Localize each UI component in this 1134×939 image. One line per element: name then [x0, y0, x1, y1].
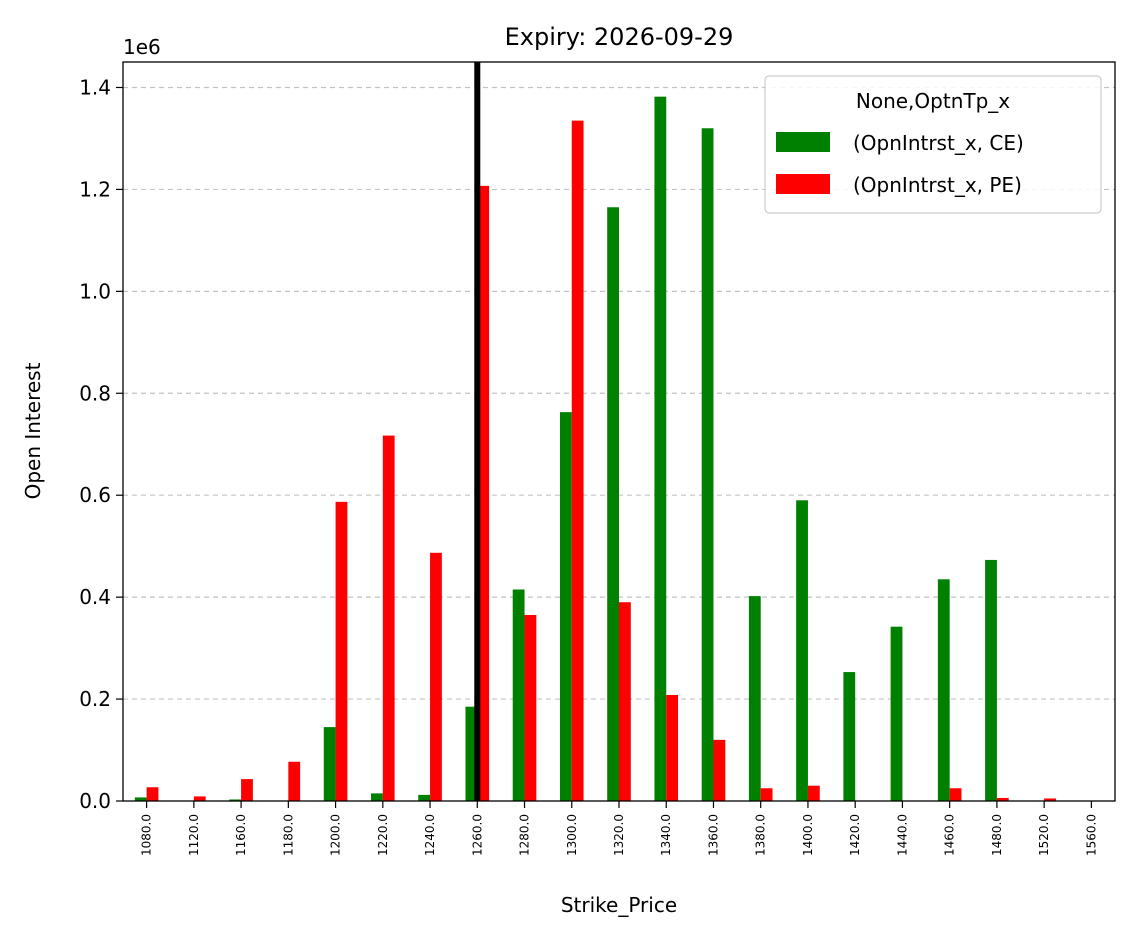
bars [134, 96, 1056, 802]
bar-pe [288, 761, 301, 801]
bar-ce [323, 727, 336, 801]
x-tick-label: 1120.0 [187, 814, 201, 856]
bar-pe [382, 435, 395, 801]
legend-box [764, 75, 1102, 214]
bar-ce [890, 626, 903, 801]
bar-ce [607, 207, 619, 802]
x-tick-label: 1280.0 [518, 814, 532, 856]
bar-pe [619, 602, 631, 801]
y-tick-label: 0.6 [79, 483, 111, 507]
bar-ce [371, 793, 383, 801]
x-tick-label: 1260.0 [470, 814, 484, 856]
bar-ce [985, 559, 997, 801]
bar-ce [843, 672, 856, 801]
bar-pe [477, 185, 490, 802]
y-tick-label: 0.0 [79, 789, 111, 813]
x-tick-label: 1180.0 [281, 814, 295, 856]
x-tick-label: 1200.0 [329, 814, 343, 856]
bar-ce [229, 799, 242, 801]
bar-ce [134, 797, 147, 801]
bar-ce [654, 96, 667, 801]
bar-ce [701, 128, 714, 801]
bar-pe [571, 120, 584, 801]
x-tick-label: 1560.0 [1084, 814, 1098, 856]
bar-ce [418, 794, 431, 801]
bar-ce [796, 500, 808, 801]
x-tick-label: 1480.0 [990, 814, 1004, 856]
x-tick-label: 1220.0 [376, 814, 390, 856]
bar-pe [1044, 798, 1056, 801]
y-tick-label: 1.4 [79, 75, 111, 99]
x-tick-label: 1420.0 [848, 814, 862, 856]
bar-pe [146, 787, 159, 801]
chart-title: Expiry: 2026-09-29 [505, 23, 734, 51]
y-offset-label: 1e6 [123, 35, 161, 59]
x-tick-label: 1300.0 [565, 814, 579, 856]
legend: None,OptnTp_x (OpnIntrst_x, CE) (OpnIntr… [764, 75, 1102, 214]
bar-pe [430, 552, 442, 801]
legend-label-pe: (OpnIntrst_x, PE) [853, 173, 1022, 197]
bar-pe [996, 797, 1009, 801]
y-axis-label: Open Interest [21, 362, 45, 499]
y-tick-label: 1.0 [79, 279, 111, 303]
legend-swatch-ce [776, 132, 830, 152]
y-axis: 0.0 0.2 0.4 0.6 0.8 1.0 1.2 1.4 [79, 75, 123, 813]
bar-pe [760, 788, 773, 801]
y-tick-label: 0.2 [79, 687, 111, 711]
x-tick-label: 1080.0 [140, 814, 154, 856]
legend-title: None,OptnTp_x [856, 89, 1010, 113]
x-axis-label: Strike_Price [561, 893, 677, 917]
bar-pe [193, 796, 206, 801]
x-tick-label: 1160.0 [234, 814, 248, 856]
bar-pe [713, 739, 726, 801]
x-axis: 1080.0 1120.0 1160.0 1180.0 1200.0 1220.0 1240… [140, 801, 1098, 856]
bar-ce [559, 412, 572, 801]
x-tick-label: 1380.0 [754, 814, 768, 856]
y-tick-label: 0.8 [79, 381, 111, 405]
bar-pe [241, 779, 253, 801]
x-tick-label: 1520.0 [1037, 814, 1051, 856]
bar-ce [465, 706, 478, 801]
x-tick-label: 1340.0 [659, 814, 673, 856]
bar-ce [937, 579, 950, 801]
x-tick-label: 1320.0 [612, 814, 626, 856]
x-tick-label: 1360.0 [706, 814, 720, 856]
legend-swatch-pe [776, 174, 830, 194]
x-tick-label: 1440.0 [895, 814, 909, 856]
bar-pe [949, 788, 962, 801]
y-tick-label: 1.2 [79, 177, 111, 201]
legend-label-ce: (OpnIntrst_x, CE) [853, 131, 1024, 155]
x-tick-label: 1460.0 [943, 814, 957, 856]
y-tick-label: 0.4 [79, 585, 111, 609]
bar-pe [524, 614, 537, 801]
bar-ce [748, 596, 761, 801]
bar-pe [335, 501, 348, 801]
x-tick-label: 1240.0 [423, 814, 437, 856]
bar-pe [666, 694, 679, 801]
x-tick-label: 1400.0 [801, 814, 815, 856]
bar-ce [512, 589, 525, 801]
bar-pe [807, 785, 820, 801]
